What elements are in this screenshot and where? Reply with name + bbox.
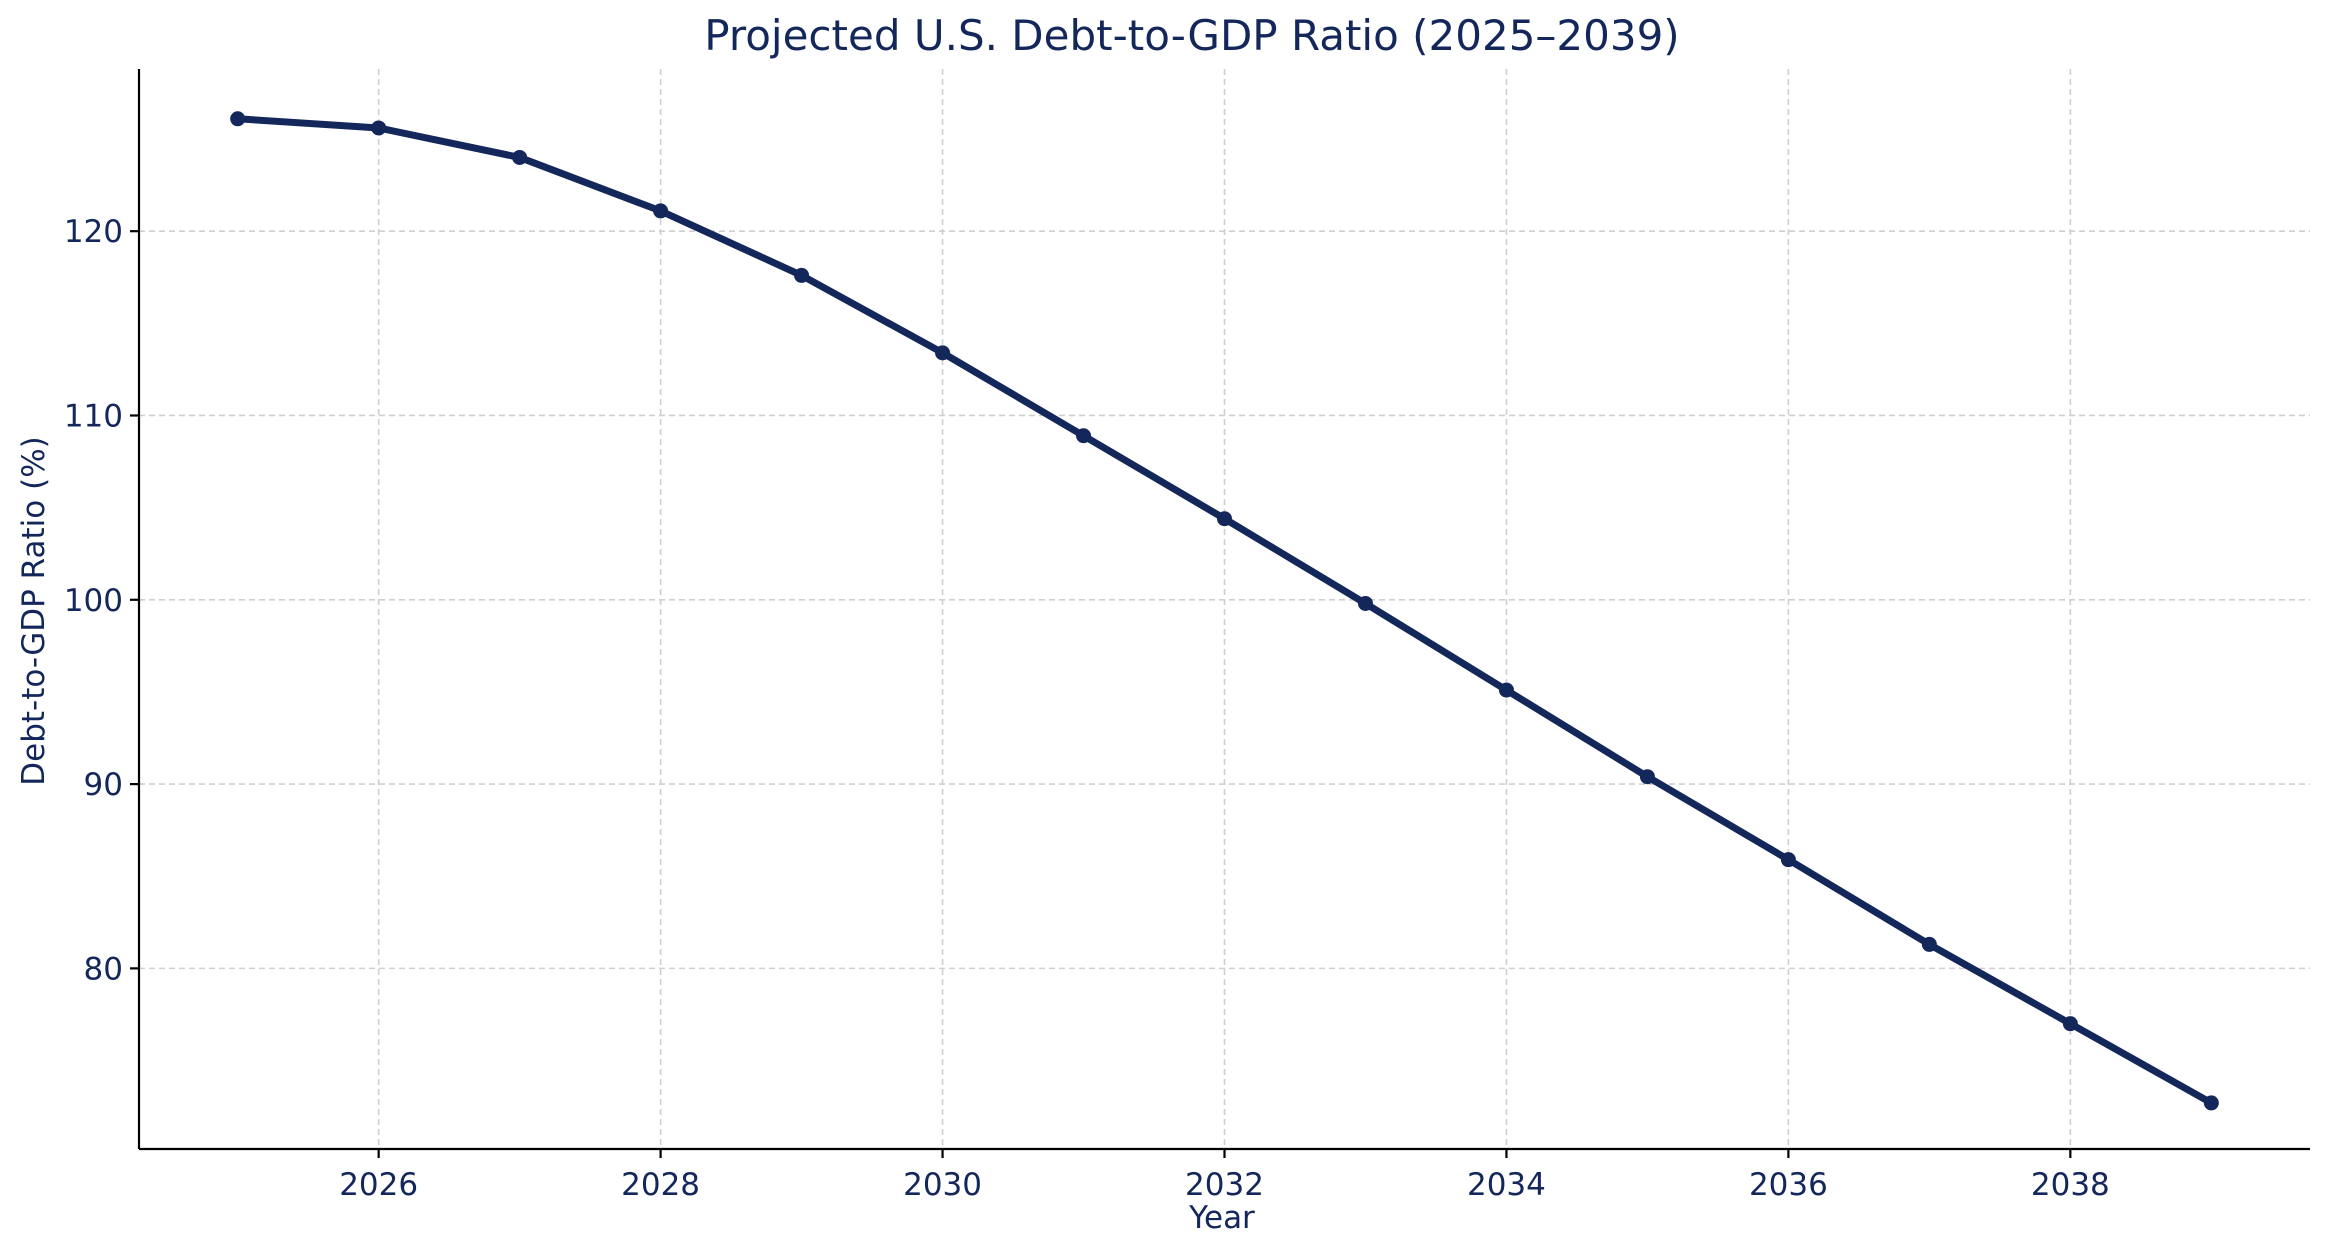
y-axis-ticks: 80 90 100 110 120 xyxy=(64,214,139,987)
data-point: 2035: 90.4 xyxy=(1639,769,1655,785)
data-point: 2033: 99.8 xyxy=(1357,595,1373,611)
x-tick-label: 2028 xyxy=(621,1167,700,1203)
data-point: 2026: 125.6 xyxy=(371,120,387,136)
data-point: 2037: 81.3 xyxy=(1921,936,1937,952)
data-point: 2039: 72.7 xyxy=(2203,1095,2219,1111)
data-point: 2025: 126.1 xyxy=(230,111,246,127)
x-axis-ticks: 2026 2028 2030 2032 2034 2036 2038 xyxy=(339,1149,2110,1203)
x-axis-label: Year xyxy=(1188,1200,1255,1236)
x-tick-label: 2036 xyxy=(1749,1167,1828,1203)
x-tick-label: 2032 xyxy=(1185,1167,1264,1203)
x-tick-label: 2034 xyxy=(1467,1167,1546,1203)
y-axis-label: Debt-to-GDP Ratio (%) xyxy=(16,436,52,786)
data-point: 2027: 124 xyxy=(512,149,528,165)
data-point: 2031: 108.9 xyxy=(1076,428,1092,444)
data-point: 2034: 95.1 xyxy=(1498,682,1514,698)
y-tick-label: 120 xyxy=(64,214,123,250)
grid xyxy=(139,69,2310,1149)
y-tick-label: 110 xyxy=(64,398,123,434)
data-point: 2028: 121.1 xyxy=(653,203,669,219)
x-tick-label: 2026 xyxy=(339,1167,418,1203)
x-tick-label: 2030 xyxy=(903,1167,982,1203)
y-tick-label: 80 xyxy=(84,951,123,987)
data-point: 2038: 77 xyxy=(2062,1016,2078,1032)
y-tick-label: 100 xyxy=(64,583,123,619)
series-layer: 2025: 126.1 2026: 125.6 2027: 124 2028: 121… xyxy=(230,111,2219,1111)
chart-title: Projected U.S. Debt-to-GDP Ratio (2025–2… xyxy=(704,11,1679,60)
data-point: 2032: 104.4 xyxy=(1217,511,1232,527)
data-point: 2030: 113.4 xyxy=(935,345,951,361)
data-point: 2036: 85.9 xyxy=(1780,852,1796,868)
y-tick-label: 90 xyxy=(84,767,123,803)
x-tick-label: 2038 xyxy=(2031,1167,2110,1203)
data-point: 2029: 117.6 xyxy=(794,267,810,283)
